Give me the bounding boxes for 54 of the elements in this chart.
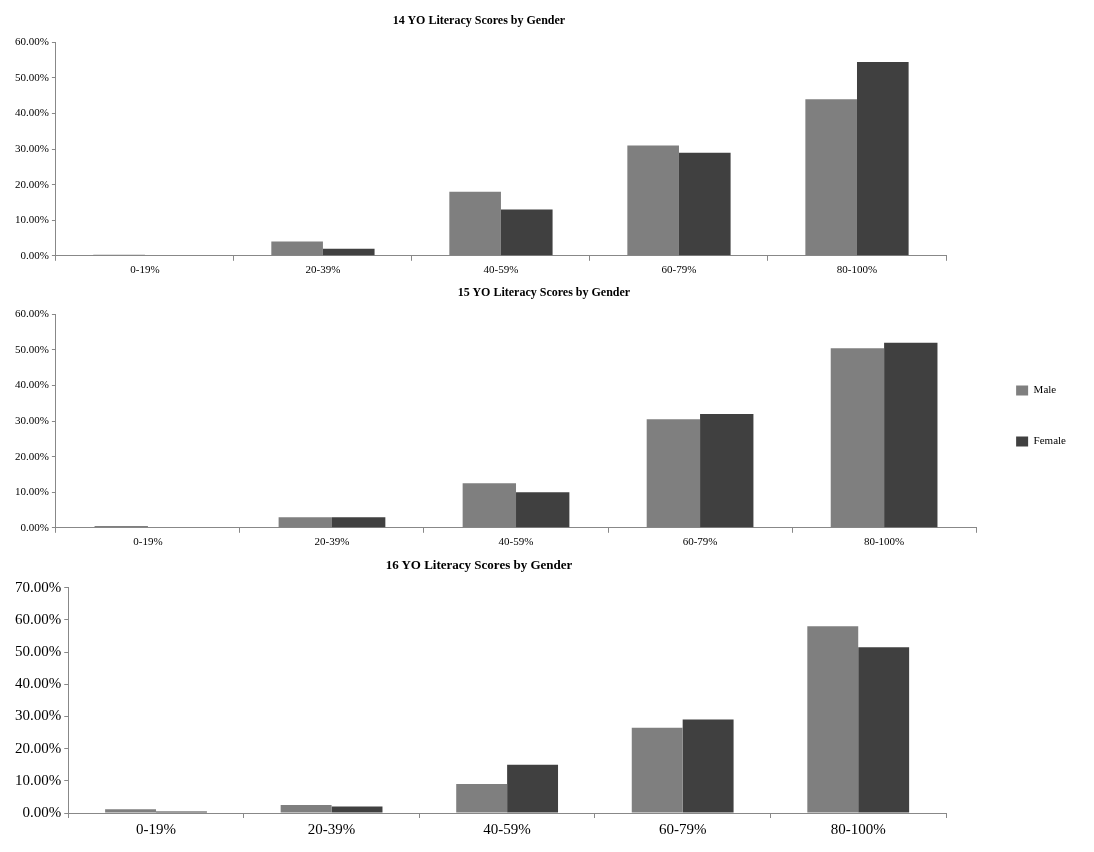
bar [884,342,938,528]
x-tick-label: 80-100% [830,820,886,837]
y-tick-label: 20.00% [14,449,49,462]
y-tick-label: 10.00% [14,213,49,226]
x-tick-label: 0-19% [136,820,177,837]
y-tick-label: 50.00% [14,70,49,83]
y-tick-label: 0.00% [20,248,49,261]
bar [322,248,375,256]
x-tick-label: 40-59% [483,263,519,276]
x-tick-label: 40-59% [498,535,534,548]
y-tick-label: 50.00% [15,642,62,659]
y-tick-label: 40.00% [14,106,49,119]
y-tick-label: 30.00% [14,141,49,154]
bar [678,152,731,256]
x-tick-label: 20-39% [305,263,341,276]
x-tick-label: 0-19% [133,535,163,548]
y-tick-label: 70.00% [15,578,62,595]
x-tick-label: 60-79% [682,535,718,548]
bar [500,209,553,256]
y-tick-label: 60.00% [14,35,49,48]
x-tick-label: 60-79% [661,263,697,276]
x-tick-label: 0-19% [130,263,160,276]
y-tick-label: 20.00% [15,739,62,756]
x-tick-label: 80-100% [836,263,878,276]
y-tick-label: 60.00% [14,307,49,320]
bar [331,517,386,528]
x-tick-label: 60-79% [658,820,707,837]
bar [331,806,383,813]
bar [858,647,910,813]
y-tick-label: 0.00% [20,520,49,533]
x-tick-label: 20-39% [314,535,350,548]
chart-title: 16 YO Literacy Scores by Gender [385,557,573,573]
bar [700,413,754,528]
y-tick-label: 40.00% [15,675,62,692]
y-tick-label: 40.00% [14,378,49,391]
chart-title: 14 YO Literacy Scores by Gender [392,13,566,28]
bar [516,492,570,528]
y-tick-label: 0.00% [22,803,62,820]
y-tick-label: 50.00% [14,342,49,355]
chart-title: 15 YO Literacy Scores by Gender [457,285,631,300]
bar [856,61,909,256]
legend-label: Male [1033,383,1057,396]
legend-label: Female [1033,434,1067,447]
x-tick-label: 80-100% [863,535,905,548]
bar [507,764,559,813]
y-tick-label: 30.00% [14,413,49,426]
y-tick-label: 10.00% [14,485,49,498]
y-tick-label: 10.00% [15,771,62,788]
y-tick-label: 60.00% [15,610,62,627]
x-tick-label: 20-39% [307,820,356,837]
x-tick-label: 40-59% [483,820,531,837]
bar [682,719,734,813]
y-tick-label: 30.00% [15,707,62,724]
y-tick-label: 20.00% [14,177,49,190]
